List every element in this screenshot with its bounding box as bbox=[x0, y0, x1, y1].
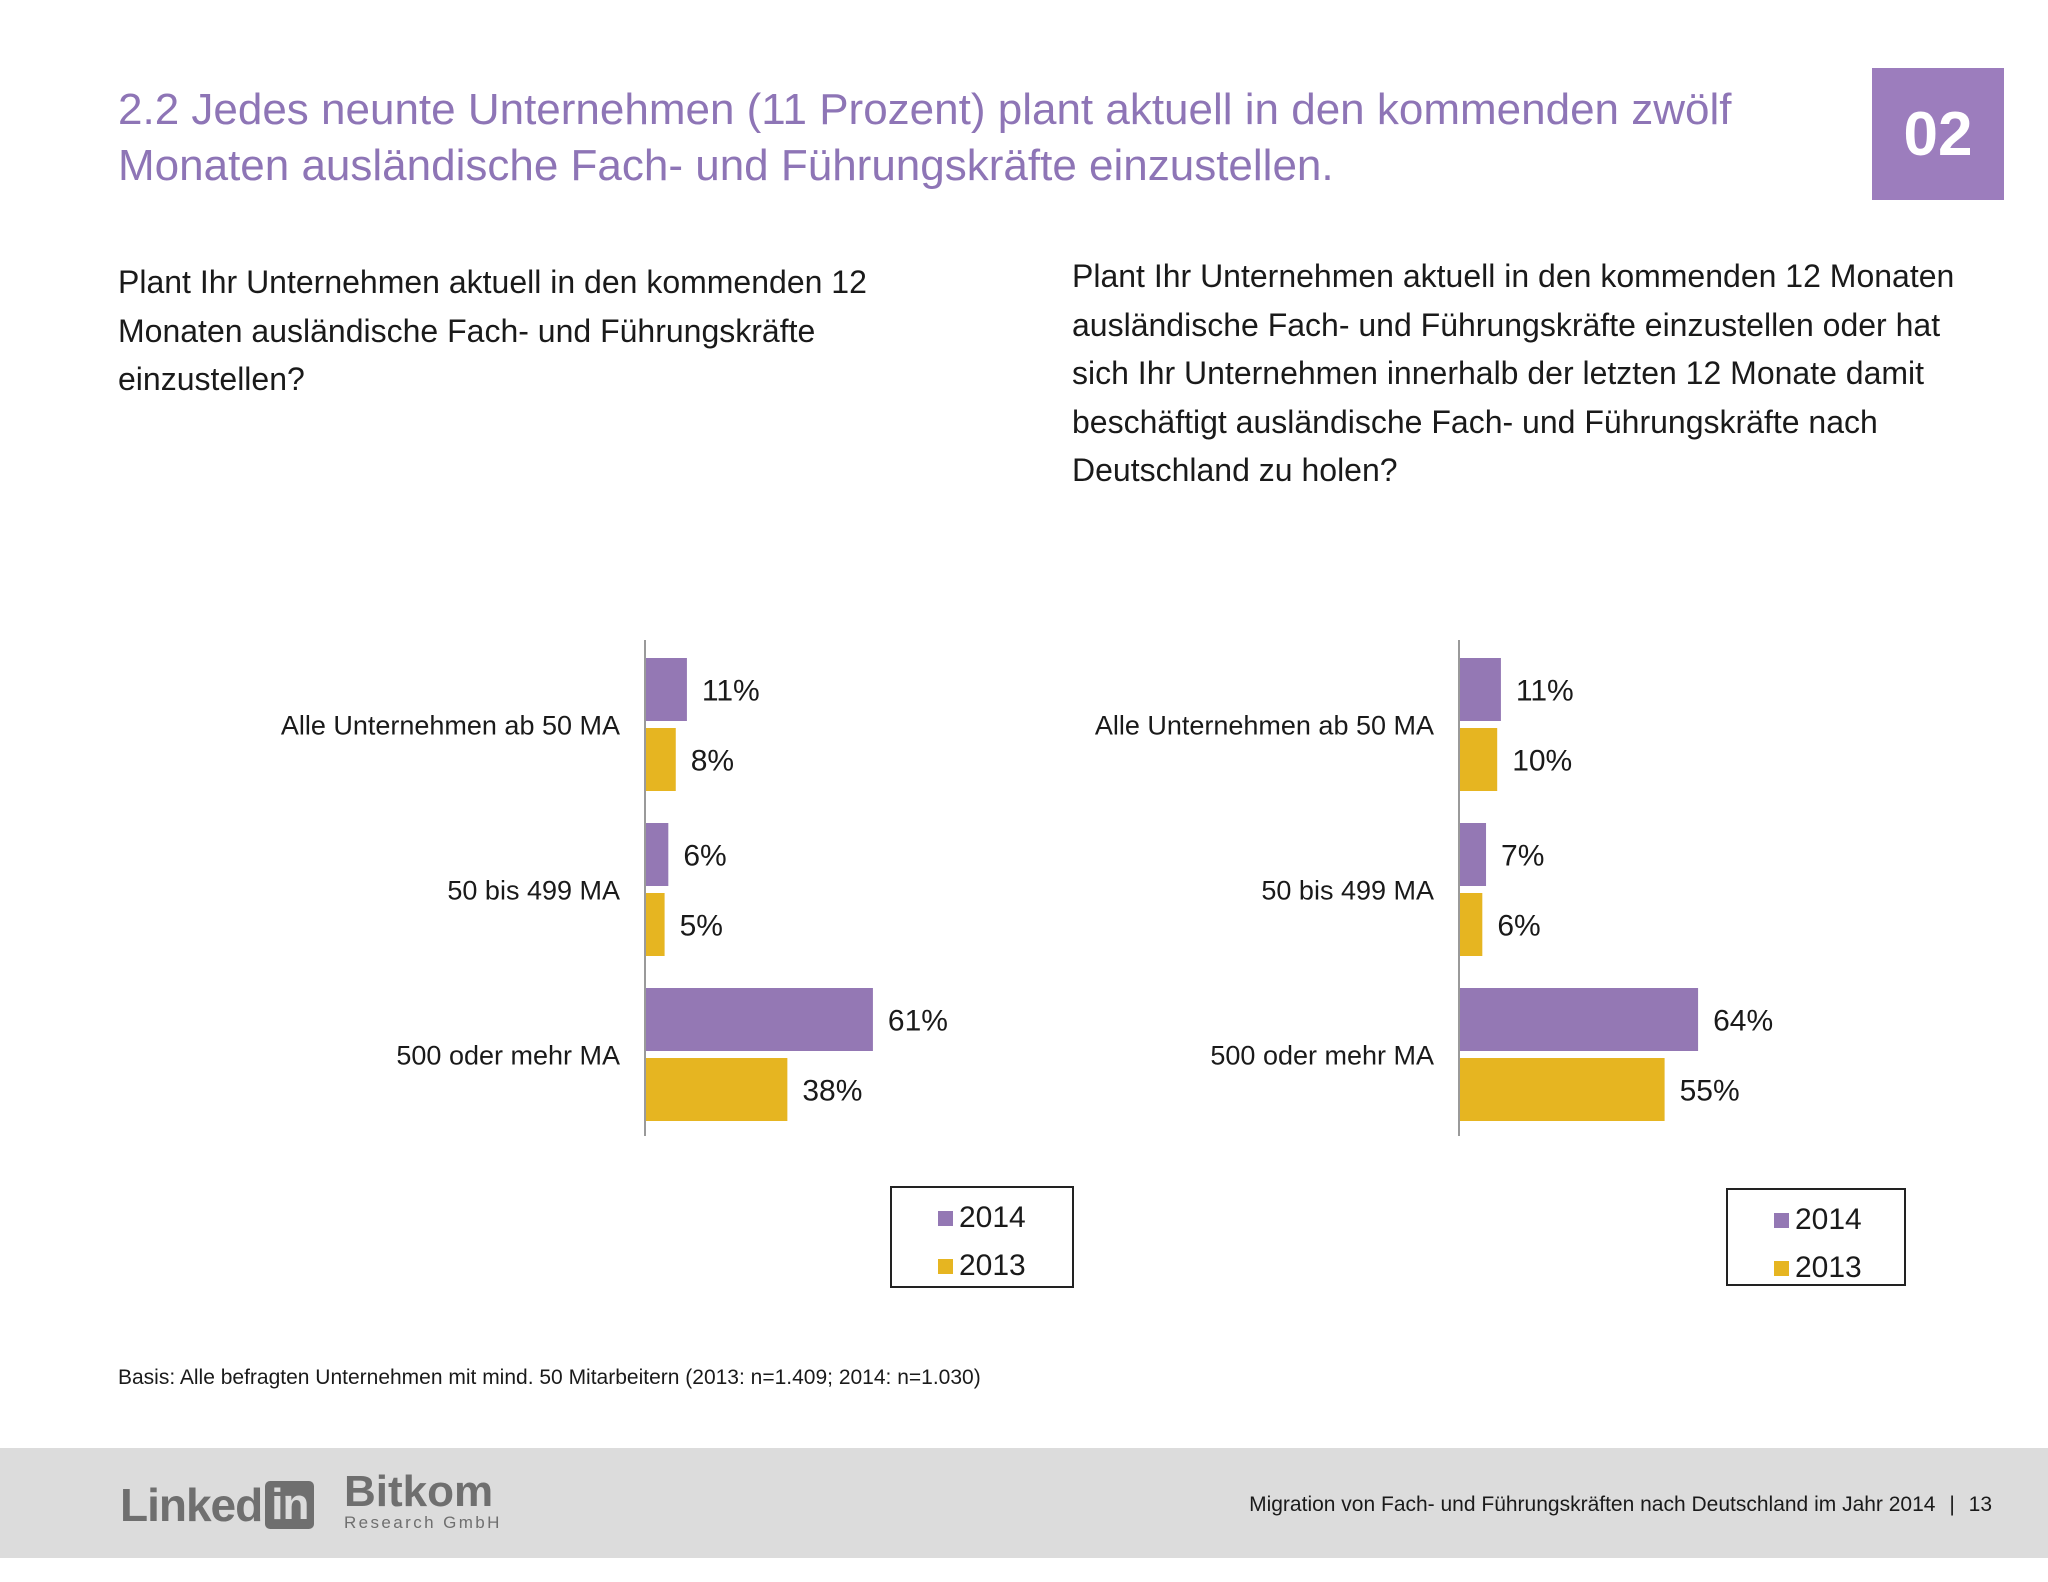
chart-1-data-label: 64% bbox=[1713, 1005, 1773, 1038]
bitkom-logo-name: Bitkom bbox=[344, 1467, 494, 1516]
chart-1-bar-2013 bbox=[1460, 893, 1483, 956]
legend-item-2014: 2014 bbox=[938, 1194, 1072, 1242]
legend-swatch-2013 bbox=[938, 1258, 953, 1274]
bitkom-logo-sub: Research GmbH bbox=[344, 1513, 502, 1532]
legend-label-2014: 2014 bbox=[1795, 1203, 1862, 1236]
chart-0-data-label: 11% bbox=[702, 675, 760, 708]
legend-item-2013: 2013 bbox=[938, 1242, 1072, 1290]
chart-0-bar-2013 bbox=[646, 728, 676, 791]
legend-right: 2014 2013 bbox=[1726, 1188, 1906, 1286]
chart-1-data-label: 6% bbox=[1497, 910, 1540, 943]
legend-item-2013: 2013 bbox=[1774, 1244, 1904, 1292]
question-right: Plant Ihr Unternehmen aktuell in den kom… bbox=[1072, 258, 1955, 488]
chart-1-data-label: 10% bbox=[1512, 745, 1572, 778]
chart-0-bar-2013 bbox=[646, 893, 665, 956]
chapter-badge: 02 bbox=[1872, 68, 2004, 200]
chart-1-category-label: 500 oder mehr MA bbox=[1210, 1041, 1434, 1071]
legend-label-2013: 2013 bbox=[1795, 1251, 1862, 1284]
chart-0-bar-2014 bbox=[646, 658, 687, 721]
footer-report-line: Migration von Fach- und Führungskräften … bbox=[1249, 1493, 1992, 1517]
chart-0-bar-2014 bbox=[646, 823, 669, 886]
footer-report-title: Migration von Fach- und Führungskräften … bbox=[1249, 1493, 1936, 1516]
footer-separator: | bbox=[1949, 1493, 1955, 1516]
page-title: 2.2 Jedes neunte Unternehmen (11 Prozent… bbox=[118, 85, 1732, 190]
chart-1-data-label: 7% bbox=[1501, 840, 1544, 873]
linkedin-logo-in: in bbox=[265, 1481, 315, 1529]
chart-0-data-label: 8% bbox=[691, 745, 734, 778]
chart-0-data-label: 5% bbox=[680, 910, 723, 943]
linkedin-logo: Linked in bbox=[120, 1478, 315, 1532]
chart-0-bar-2014 bbox=[646, 988, 873, 1051]
legend-swatch-2014 bbox=[938, 1210, 953, 1226]
legend-label-2014: 2014 bbox=[959, 1201, 1026, 1234]
chart-0-data-label: 38% bbox=[802, 1075, 862, 1108]
chart-1-bar-2013 bbox=[1460, 728, 1498, 791]
chart-1-bar-2013 bbox=[1460, 1058, 1665, 1121]
legend-label-2013: 2013 bbox=[959, 1249, 1026, 1282]
chart-1-bar-2014 bbox=[1460, 823, 1487, 886]
footer-page-number: 13 bbox=[1968, 1493, 1992, 1516]
footer-bar bbox=[0, 1448, 2048, 1558]
chart-0-category-label: Alle Unternehmen ab 50 MA bbox=[281, 711, 620, 741]
chart-0-data-label: 6% bbox=[683, 840, 726, 873]
legend-item-2014: 2014 bbox=[1774, 1196, 1904, 1244]
question-left: Plant Ihr Unternehmen aktuell in den kom… bbox=[118, 264, 867, 397]
chart-0-category-label: 500 oder mehr MA bbox=[396, 1041, 620, 1071]
legend-left: 2014 2013 bbox=[890, 1186, 1074, 1288]
linkedin-logo-text: Linked bbox=[120, 1479, 263, 1531]
chart-0-category-label: 50 bis 499 MA bbox=[447, 876, 620, 906]
chart-0-bar-2013 bbox=[646, 1058, 788, 1121]
chart-1-data-label: 11% bbox=[1516, 675, 1574, 708]
bitkom-logo: Bitkom Research GmbH bbox=[344, 1470, 502, 1532]
chart-0-data-label: 61% bbox=[888, 1005, 948, 1038]
legend-swatch-2014 bbox=[1774, 1212, 1789, 1228]
chart-1-category-label: Alle Unternehmen ab 50 MA bbox=[1095, 711, 1434, 741]
chart-1-data-label: 55% bbox=[1680, 1075, 1740, 1108]
chart-1-bar-2014 bbox=[1460, 988, 1699, 1051]
basis-note: Basis: Alle befragten Unternehmen mit mi… bbox=[118, 1366, 981, 1389]
chart-1-category-label: 50 bis 499 MA bbox=[1261, 876, 1434, 906]
chart-1-bar-2014 bbox=[1460, 658, 1501, 721]
legend-swatch-2013 bbox=[1774, 1260, 1789, 1276]
